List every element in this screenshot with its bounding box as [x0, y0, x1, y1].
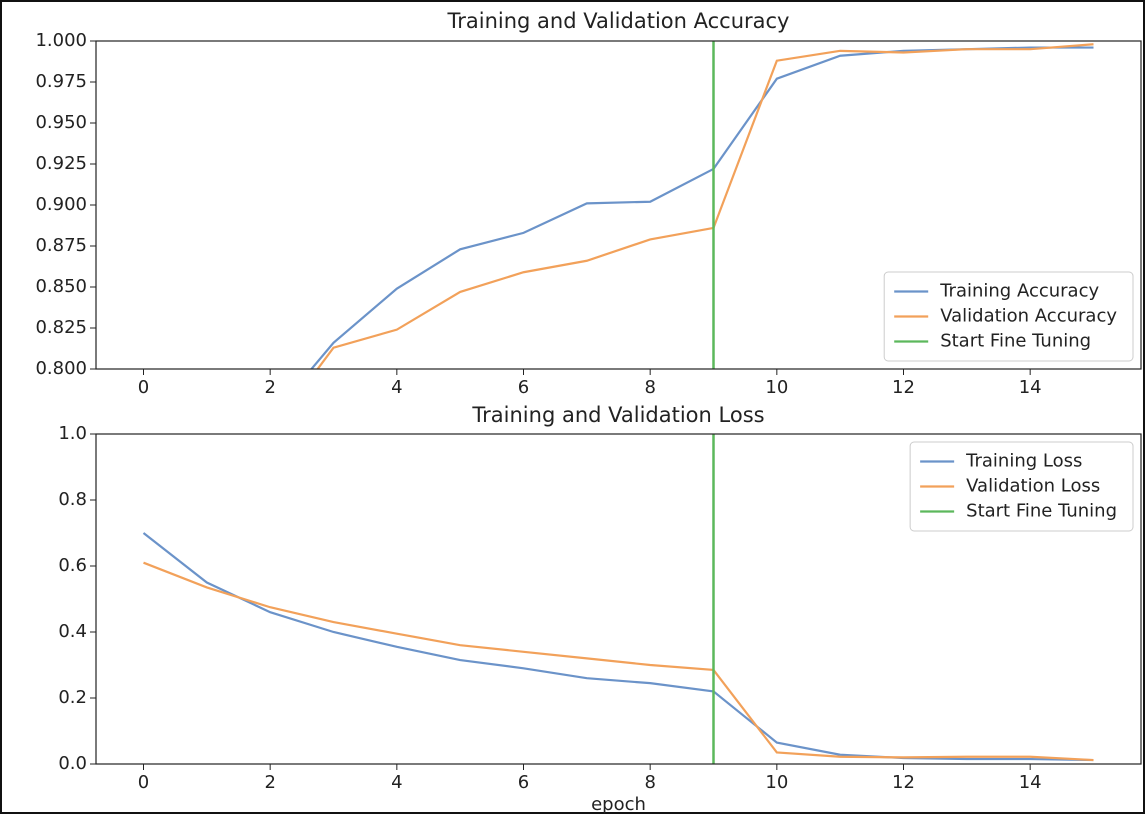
plot-area	[310, 43, 1094, 369]
y-tick-label: 0.4	[58, 621, 87, 642]
x-tick-label: 2	[264, 377, 275, 398]
axes-frame	[95, 40, 1142, 370]
x-tick-label: 6	[518, 377, 529, 398]
data-line	[316, 43, 1094, 369]
y-tick-label: 1.000	[35, 30, 87, 51]
chart-title: Training and Validation Accuracy	[447, 9, 790, 33]
x-tick-label: 2	[264, 772, 275, 793]
y-tick-label: 0.950	[35, 112, 87, 133]
legend-box	[883, 271, 1134, 362]
x-tick-label: 4	[391, 772, 402, 793]
legend-box	[909, 441, 1134, 532]
y-tick-label: 0.825	[35, 317, 87, 338]
data-line	[142, 532, 1094, 762]
y-tick-label: 0.8	[58, 489, 87, 510]
legend-label: Validation Accuracy	[940, 306, 1117, 327]
axes-frame	[95, 433, 1142, 765]
legend-label: Training Accuracy	[939, 281, 1099, 302]
x-tick-label: 10	[765, 377, 788, 398]
legend-label: Start Fine Tuning	[966, 501, 1117, 522]
x-tick-label: 10	[765, 772, 788, 793]
chart-title: Training and Validation Loss	[471, 403, 764, 427]
data-line	[143, 561, 1094, 762]
y-tick-label: 0.2	[58, 687, 87, 708]
legend-label: Training Loss	[965, 451, 1082, 472]
x-tick-label: 0	[138, 377, 149, 398]
y-tick-label: 1.0	[58, 423, 87, 444]
y-tick-label: 0.900	[35, 194, 87, 215]
x-axis-label: epoch	[591, 794, 646, 814]
y-tick-label: 0.975	[35, 71, 87, 92]
x-tick-label: 8	[644, 377, 655, 398]
x-tick-label: 14	[1019, 772, 1042, 793]
legend-label: Start Fine Tuning	[940, 331, 1091, 352]
y-tick-label: 0.800	[35, 358, 87, 379]
y-tick-label: 0.875	[35, 235, 87, 256]
legend-label: Validation Loss	[966, 476, 1100, 497]
x-tick-label: 12	[892, 772, 915, 793]
legend: Training Loss Validation Loss Start Fine T…	[909, 441, 1134, 532]
x-tick-label: 8	[644, 772, 655, 793]
y-tick-label: 0.850	[35, 276, 87, 297]
x-tick-label: 12	[892, 377, 915, 398]
plot-area	[142, 532, 1094, 762]
y-tick-label: 0.0	[58, 753, 87, 774]
x-tick-label: 4	[391, 377, 402, 398]
legend: Training Accuracy Validation Accuracy Star…	[883, 271, 1134, 362]
y-tick-label: 0.6	[58, 555, 87, 576]
x-tick-label: 6	[518, 772, 529, 793]
y-tick-label: 0.925	[35, 153, 87, 174]
x-tick-label: 0	[138, 772, 149, 793]
x-tick-label: 14	[1019, 377, 1042, 398]
